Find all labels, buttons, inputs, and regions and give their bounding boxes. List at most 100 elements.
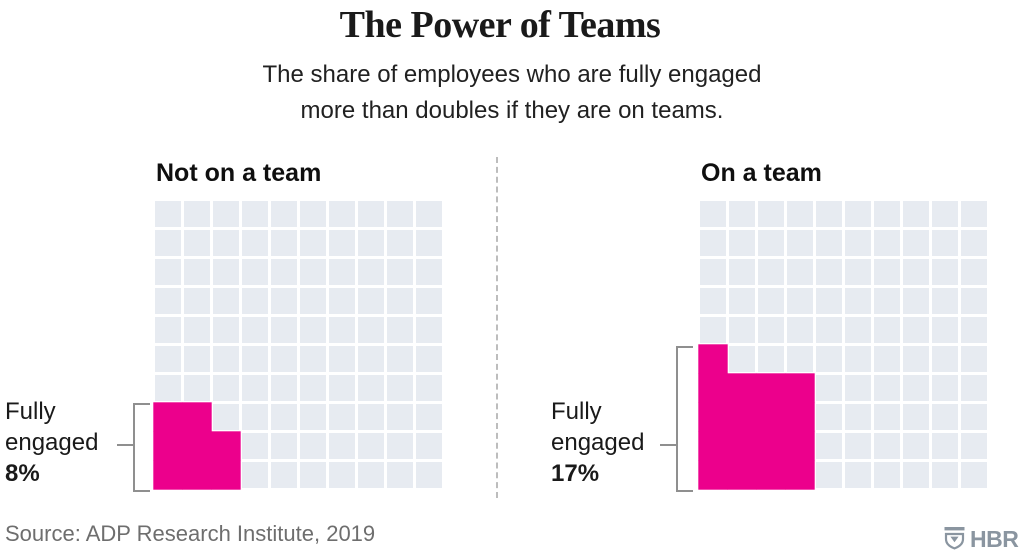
waffle-cell-empty	[155, 230, 181, 256]
waffle-cell-filled	[182, 460, 212, 490]
waffle-cell-empty	[387, 288, 413, 314]
waffle-cell-empty	[903, 288, 929, 314]
waffle-cell-empty	[155, 288, 181, 314]
waffle-cell-empty	[961, 404, 987, 430]
waffle-cell-empty	[903, 433, 929, 459]
waffle-cell-empty	[155, 201, 181, 227]
waffle-cell-empty	[845, 288, 871, 314]
waffle-cell-empty	[903, 346, 929, 372]
waffle-cell-empty	[213, 201, 239, 227]
waffle-cell-empty	[329, 433, 355, 459]
waffle-cell-empty	[758, 346, 784, 372]
waffle-cell-empty	[213, 259, 239, 285]
waffle-cell-empty	[932, 259, 958, 285]
waffle-cell-empty	[358, 433, 384, 459]
waffle-cell-empty	[729, 259, 755, 285]
waffle-cell-empty	[416, 317, 442, 343]
waffle-cell-empty	[845, 259, 871, 285]
waffle-cell-empty	[271, 375, 297, 401]
bracket-not-on-team	[133, 403, 150, 492]
waffle-cell-empty	[242, 346, 268, 372]
hbr-logo-text: HBR	[970, 525, 1019, 552]
waffle-cell-empty	[416, 346, 442, 372]
waffle-cell-empty	[729, 201, 755, 227]
waffle-cell-empty	[242, 201, 268, 227]
waffle-cell-filled	[756, 373, 786, 403]
waffle-cell-empty	[816, 462, 842, 488]
waffle-cell-empty	[271, 288, 297, 314]
waffle-cell-empty	[874, 433, 900, 459]
waffle-cell-empty	[300, 433, 326, 459]
engaged-label-line: engaged	[5, 429, 99, 456]
waffle-cell-empty	[242, 230, 268, 256]
waffle-cell-empty	[816, 201, 842, 227]
waffle-cell-empty	[845, 375, 871, 401]
waffle-cell-empty	[387, 230, 413, 256]
waffle-cell-empty	[242, 433, 268, 459]
waffle-cell-empty	[816, 346, 842, 372]
panel-divider-dashed-line	[496, 157, 498, 498]
waffle-cell-empty	[184, 259, 210, 285]
waffle-cell-empty	[300, 259, 326, 285]
waffle-cell-empty	[416, 462, 442, 488]
waffle-cell-empty	[300, 288, 326, 314]
waffle-cell-empty	[729, 230, 755, 256]
engaged-label-line: engaged	[551, 429, 645, 456]
waffle-cell-empty	[874, 462, 900, 488]
waffle-cell-empty	[961, 230, 987, 256]
waffle-cell-empty	[700, 201, 726, 227]
waffle-cell-filled	[153, 460, 183, 490]
waffle-cell-filled	[727, 402, 757, 432]
waffle-cell-empty	[184, 201, 210, 227]
waffle-cell-empty	[387, 433, 413, 459]
waffle-cell-empty	[845, 317, 871, 343]
waffle-cell-filled	[785, 460, 815, 490]
waffle-cell-empty	[300, 404, 326, 430]
waffle-cell-empty	[358, 346, 384, 372]
waffle-cell-empty	[271, 433, 297, 459]
waffle-cell-empty	[729, 288, 755, 314]
waffle-cell-empty	[242, 288, 268, 314]
waffle-cell-empty	[329, 375, 355, 401]
waffle-cell-empty	[932, 462, 958, 488]
waffle-cell-empty	[816, 317, 842, 343]
waffle-cell-empty	[845, 404, 871, 430]
waffle-cell-filled	[211, 431, 241, 461]
subtitle-line-1: The share of employees who are fully eng…	[262, 61, 762, 88]
waffle-cell-filled	[182, 402, 212, 432]
waffle-cell-empty	[358, 375, 384, 401]
waffle-cell-empty	[358, 259, 384, 285]
waffle-cell-empty	[155, 317, 181, 343]
waffle-cell-empty	[961, 346, 987, 372]
waffle-cell-empty	[416, 201, 442, 227]
waffle-cell-empty	[213, 404, 239, 430]
waffle-cell-empty	[358, 288, 384, 314]
waffle-cell-filled	[211, 460, 241, 490]
panel-heading-on-team: On a team	[701, 159, 822, 187]
waffle-cell-empty	[184, 346, 210, 372]
waffle-cell-empty	[816, 230, 842, 256]
waffle-cell-empty	[387, 201, 413, 227]
chart-subtitle: The share of employees who are fully eng…	[0, 57, 1024, 129]
waffle-cell-filled	[785, 431, 815, 461]
waffle-cell-filled	[727, 460, 757, 490]
waffle-cell-empty	[387, 346, 413, 372]
label-connector-line	[660, 444, 676, 446]
waffle-cell-empty	[213, 230, 239, 256]
waffle-cell-empty	[155, 375, 181, 401]
waffle-cell-empty	[758, 230, 784, 256]
waffle-cell-empty	[271, 230, 297, 256]
waffle-cell-empty	[961, 288, 987, 314]
waffle-cell-filled	[727, 431, 757, 461]
waffle-cell-empty	[729, 346, 755, 372]
hbr-shield-icon	[944, 527, 965, 550]
waffle-cell-empty	[242, 404, 268, 430]
waffle-cell-empty	[416, 230, 442, 256]
waffle-cell-empty	[903, 259, 929, 285]
waffle-cell-empty	[903, 462, 929, 488]
waffle-cell-filled	[698, 460, 728, 490]
waffle-cell-filled	[698, 344, 728, 374]
waffle-cell-empty	[932, 230, 958, 256]
waffle-cell-empty	[184, 230, 210, 256]
